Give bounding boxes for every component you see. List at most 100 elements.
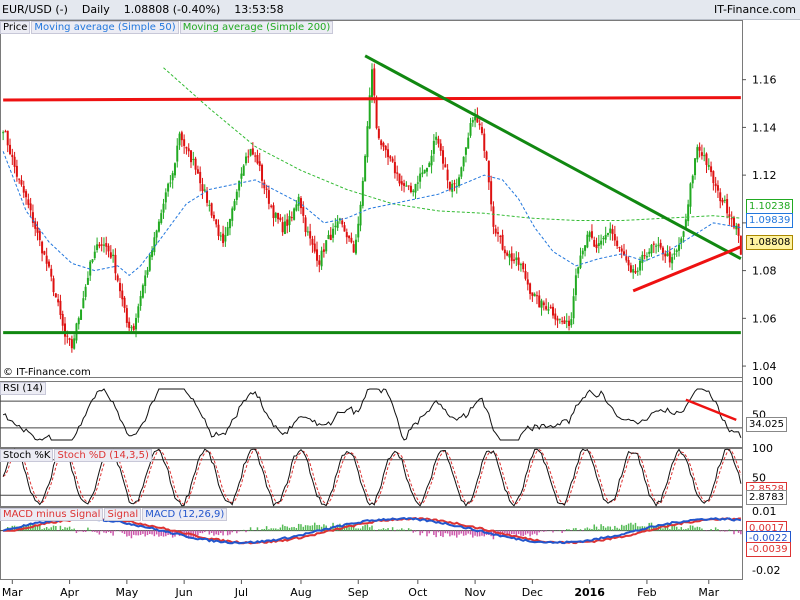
x-tick-label: Aug (290, 586, 311, 599)
x-tick-label: Oct (408, 586, 428, 599)
candle-body (684, 219, 687, 230)
candle-body (286, 219, 289, 226)
candle-body (444, 164, 447, 168)
candle-body (102, 244, 105, 246)
candle-body (492, 206, 495, 227)
candle-body (43, 251, 46, 255)
candle-body (730, 218, 733, 220)
chart-header: EUR/USD (-) Daily 1.08808 (-0.40%) 13:53… (0, 0, 800, 20)
macd-line (2, 516, 742, 545)
candle-body (627, 260, 630, 266)
candle-body (510, 253, 513, 262)
candle-body (671, 257, 674, 264)
candle-body (348, 235, 351, 239)
chart-canvas: 1.041.061.081.101.121.141.1610050100500.… (0, 20, 800, 600)
candle-body (547, 309, 550, 311)
candle-body (636, 270, 639, 272)
candle-body (199, 171, 202, 184)
candle-body (34, 221, 37, 229)
candle-body (70, 339, 73, 349)
candle-body (499, 235, 502, 237)
candle-body (107, 245, 110, 252)
ma50-line (2, 151, 741, 277)
instrument-info: EUR/USD (-) Daily 1.08808 (-0.40%) 13:53… (2, 3, 284, 16)
candle-body (11, 154, 14, 158)
candle-body (451, 183, 454, 192)
candle-body (687, 204, 690, 222)
candle-body (657, 244, 660, 246)
candle-body (522, 263, 525, 270)
candle-body (36, 227, 39, 233)
candle-body (4, 131, 7, 133)
candle-body (137, 306, 140, 318)
candle-body (128, 321, 131, 328)
candle-body (414, 183, 417, 193)
candle-body (485, 151, 488, 160)
candle-body (210, 203, 213, 216)
candle-body (442, 150, 445, 164)
candle-body (64, 323, 67, 337)
candle-body (675, 250, 678, 253)
x-tick-label: Apr (60, 586, 80, 599)
ma50-last-label: 1.09839 (746, 213, 794, 228)
candle-body (568, 320, 571, 326)
candle-body (38, 231, 41, 241)
candle-body (217, 224, 220, 236)
candle-body (112, 254, 115, 256)
candle-body (116, 275, 119, 281)
candle-body (643, 255, 646, 257)
candle-body (490, 181, 493, 205)
x-tick-label: Sep (348, 586, 369, 599)
candle-body (196, 169, 199, 174)
candle-body (29, 203, 32, 211)
candle-body (61, 313, 64, 326)
candle-body (47, 261, 50, 267)
candle-body (20, 180, 23, 185)
candle-body (290, 217, 293, 219)
candle-body (437, 138, 440, 144)
candle-body (696, 147, 699, 160)
candle-body (586, 234, 589, 248)
candle-body (219, 235, 222, 237)
candle-body (721, 200, 724, 203)
candle-body (157, 221, 160, 232)
candle-body (288, 216, 291, 226)
candle-body (139, 296, 142, 306)
candle-body (694, 158, 697, 176)
candle-body (533, 293, 536, 297)
candle-body (680, 238, 683, 243)
candle-body (549, 306, 552, 309)
candle-body (661, 247, 664, 255)
candle-body (332, 228, 335, 238)
candle-body (238, 180, 241, 191)
candle-body (574, 275, 577, 296)
candle-body (215, 219, 218, 225)
candle-body (247, 156, 250, 158)
rsi-line (2, 388, 742, 441)
trendline-red (3, 96, 741, 102)
candle-body (254, 155, 257, 157)
candle-body (554, 313, 557, 320)
candle-body (244, 156, 247, 164)
candle-body (595, 244, 598, 249)
candle-body (141, 285, 144, 298)
candle-body (714, 183, 717, 187)
candle-body (322, 249, 325, 252)
candle-body (538, 295, 541, 308)
candle-body (176, 145, 179, 162)
candle-body (480, 127, 483, 134)
candle-body (382, 142, 385, 147)
candle-body (425, 167, 428, 172)
candle-body (100, 244, 103, 246)
candle-body (309, 231, 312, 239)
stoch-k-line (2, 448, 742, 507)
candle-body (313, 243, 316, 252)
candle-body (735, 225, 738, 230)
candle-body (329, 234, 332, 241)
candle-body (563, 320, 566, 324)
candle-body (373, 68, 376, 96)
candle-body (728, 214, 731, 217)
candle-body (6, 130, 9, 146)
x-tick-label: Nov (464, 586, 486, 599)
candle-body (458, 177, 461, 187)
